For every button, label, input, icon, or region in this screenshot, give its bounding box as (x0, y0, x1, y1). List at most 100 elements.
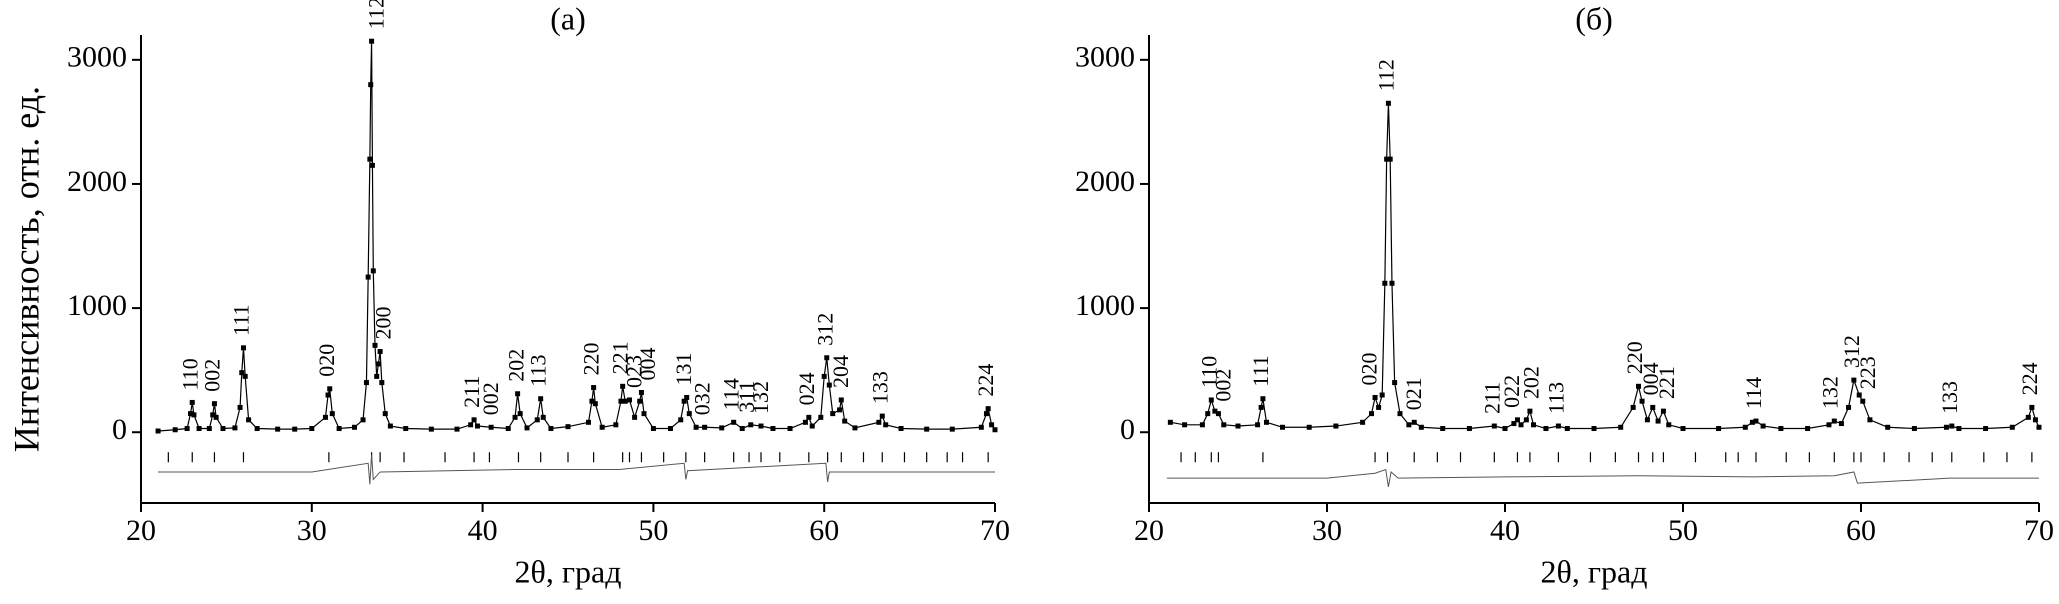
peak-label: 111 (229, 304, 254, 335)
data-point (1379, 392, 1385, 398)
peak-label: 110 (177, 358, 202, 390)
peak-label: 023 (621, 355, 646, 388)
data-point (992, 427, 998, 433)
data-point (2009, 424, 2015, 430)
data-point (254, 426, 260, 432)
data-point (211, 401, 217, 407)
data-point (983, 411, 989, 417)
data-point (1440, 426, 1446, 432)
data-point (1527, 408, 1533, 414)
data-point (242, 373, 248, 379)
peak-label: 020 (1357, 352, 1382, 385)
x-tick-label: 40 (1490, 514, 1520, 547)
data-point (213, 414, 219, 420)
data-point (2032, 417, 2038, 423)
x-tick-label: 70 (980, 514, 1010, 547)
peak-label: 112 (363, 0, 388, 29)
data-point (374, 373, 380, 379)
peak-label: 133 (867, 371, 892, 404)
data-point (428, 426, 434, 432)
series-line (158, 454, 995, 485)
data-point (978, 424, 984, 430)
data-point (368, 82, 374, 88)
data-point (830, 411, 836, 417)
data-point (1943, 424, 1949, 430)
peak-label: 021 (1401, 377, 1426, 410)
peak-label: 131 (671, 352, 696, 385)
x-tick-label: 50 (638, 514, 668, 547)
x-tick-label: 60 (1846, 514, 1876, 547)
x-tick-label: 40 (468, 514, 498, 547)
data-point (188, 411, 194, 417)
data-point (517, 411, 523, 417)
x-tick-label: 20 (126, 514, 156, 547)
data-point (155, 428, 161, 434)
peak-label: 114 (719, 378, 744, 410)
data-point (184, 426, 190, 432)
data-point (1418, 424, 1424, 430)
data-point (515, 391, 521, 397)
chart-title: (б) (1575, 0, 1613, 36)
data-point (1258, 404, 1264, 410)
data-point (471, 417, 477, 423)
data-point (538, 396, 544, 402)
peak-label: 110 (1196, 356, 1221, 388)
data-point (1749, 419, 1755, 425)
y-tick-label: 0 (1120, 413, 1135, 446)
data-point (360, 417, 366, 423)
data-point (591, 385, 597, 391)
data-point (1523, 417, 1529, 423)
data-point (474, 423, 480, 429)
peak-label: 004 (1638, 362, 1663, 395)
peak-label: 200 (370, 307, 395, 340)
data-point (379, 380, 385, 386)
data-point (1376, 404, 1382, 410)
peak-label: 113 (1543, 382, 1568, 414)
data-point (191, 412, 197, 418)
peak-label: 022 (1499, 375, 1524, 408)
data-point (684, 394, 690, 400)
data-point (1680, 426, 1686, 432)
y-tick-label: 3000 (1075, 41, 1135, 74)
data-point (1956, 426, 1962, 432)
data-point (352, 424, 357, 430)
data-point (681, 398, 687, 404)
data-point (336, 426, 342, 432)
data-point (275, 426, 281, 432)
data-point (454, 426, 460, 432)
data-point (1660, 408, 1666, 414)
data-point (196, 426, 202, 432)
data-point (1831, 418, 1837, 424)
data-point (1392, 380, 1398, 386)
data-point (505, 426, 511, 432)
data-point (189, 399, 195, 405)
data-point (821, 373, 827, 379)
data-point (1387, 156, 1393, 162)
data-point (1530, 422, 1536, 428)
data-point (731, 419, 737, 425)
x-tick-label: 30 (297, 514, 327, 547)
data-point (1199, 422, 1205, 428)
data-point (879, 413, 885, 419)
data-point (1208, 397, 1214, 403)
data-point (468, 422, 474, 428)
data-point (667, 426, 673, 432)
data-point (824, 355, 830, 361)
data-point (172, 427, 178, 433)
data-point (1518, 422, 1524, 428)
series-line (1166, 468, 2039, 487)
data-point (1655, 418, 1661, 424)
data-point (806, 414, 812, 420)
y-tick-label: 0 (112, 413, 127, 446)
data-point (883, 422, 889, 428)
peak-label: 211 (459, 376, 484, 408)
peak-label: 312 (1839, 335, 1864, 368)
data-point (1205, 411, 1211, 417)
x-tick-label: 50 (1668, 514, 1698, 547)
data-point (387, 423, 393, 429)
data-point (1636, 383, 1641, 389)
data-point (592, 401, 598, 407)
data-point (1167, 419, 1173, 425)
peak-label: 224 (973, 364, 998, 397)
